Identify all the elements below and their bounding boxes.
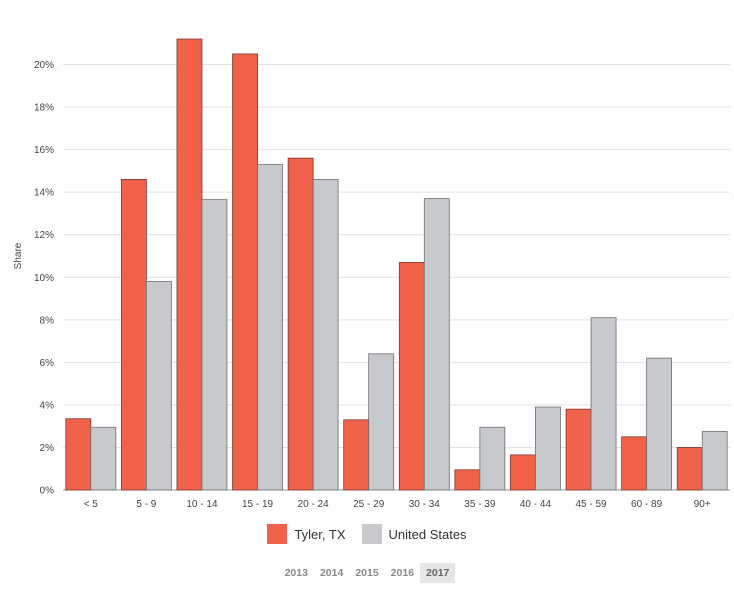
x-tick-label: 10 - 14 xyxy=(186,499,218,510)
legend-label-united-states: United States xyxy=(388,526,467,542)
bar xyxy=(565,408,592,491)
x-tick-label: 15 - 19 xyxy=(242,499,274,510)
x-tick-label: < 5 xyxy=(84,499,99,510)
bar xyxy=(65,418,92,491)
year-selector: 2013 2014 2015 2016 2017 xyxy=(0,563,734,583)
bar xyxy=(621,436,648,491)
bar xyxy=(176,38,203,491)
bar xyxy=(479,426,506,491)
y-tick-label: 20% xyxy=(34,60,54,71)
x-tick-label: 5 - 9 xyxy=(136,499,156,510)
x-tick-label: 40 - 44 xyxy=(520,499,552,510)
year-2015-button[interactable]: 2015 xyxy=(355,567,379,579)
bar xyxy=(312,179,339,491)
y-tick-label: 14% xyxy=(34,188,54,199)
y-tick-label: 16% xyxy=(34,145,54,156)
legend: Tyler, TX United States xyxy=(0,524,734,544)
bar xyxy=(201,199,228,491)
x-tick-label: 30 - 34 xyxy=(409,499,441,510)
bar xyxy=(90,426,117,491)
x-tick-label: 60 - 89 xyxy=(631,499,663,510)
bar xyxy=(257,164,283,491)
bar xyxy=(145,281,172,491)
bar xyxy=(590,317,617,491)
y-tick-label: 2% xyxy=(40,443,55,454)
bar xyxy=(232,53,258,491)
bar xyxy=(287,157,314,491)
y-tick-label: 4% xyxy=(40,400,55,411)
x-tick-label: 35 - 39 xyxy=(464,499,496,510)
x-tick-label: 90+ xyxy=(694,499,711,510)
legend-label-tyler: Tyler, TX xyxy=(294,526,346,542)
y-axis-label: Share xyxy=(13,242,24,269)
bar xyxy=(423,198,450,491)
bar xyxy=(398,261,425,491)
x-tick-label: 25 - 29 xyxy=(353,499,385,510)
legend-item-tyler[interactable]: Tyler, TX xyxy=(267,524,346,544)
bar xyxy=(343,419,370,491)
y-tick-label: 10% xyxy=(34,273,54,284)
year-2013-button[interactable]: 2013 xyxy=(284,567,308,579)
bar xyxy=(646,357,673,491)
year-2017-button[interactable]: 2017 xyxy=(420,563,456,583)
y-tick-label: 0% xyxy=(40,486,55,497)
bar-chart: 0% 2% 4% 6% 8% 10% 12% 14% 16% 18% 20% Share < 5 5 - … xyxy=(13,38,730,510)
bar xyxy=(120,179,147,491)
bar xyxy=(701,431,728,491)
bar xyxy=(368,353,395,491)
y-tick-label: 18% xyxy=(34,103,54,114)
y-tick-label: 6% xyxy=(40,358,55,369)
bar xyxy=(510,454,536,491)
year-2016-button[interactable]: 2016 xyxy=(390,567,415,579)
legend-swatch-tyler xyxy=(267,524,288,544)
x-tick-label: 45 - 59 xyxy=(575,499,607,510)
year-2014-button[interactable]: 2014 xyxy=(319,567,344,579)
legend-item-united-states[interactable]: United States xyxy=(361,524,467,544)
legend-swatch-united-states xyxy=(361,524,382,544)
bar xyxy=(454,469,481,491)
x-tick-label: 20 - 24 xyxy=(298,499,330,510)
y-tick-label: 8% xyxy=(40,315,55,326)
y-tick-label: 12% xyxy=(34,230,54,241)
bar xyxy=(535,406,561,491)
bar xyxy=(676,447,703,491)
